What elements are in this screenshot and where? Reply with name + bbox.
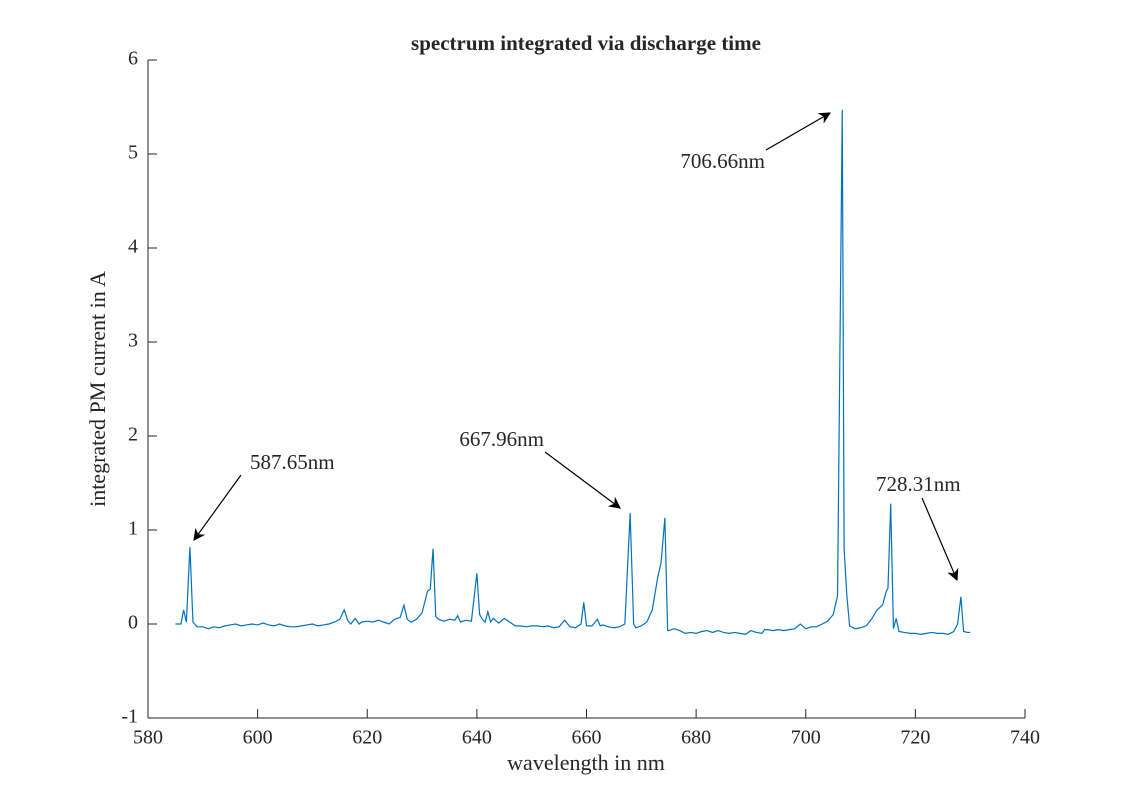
- annotation: 667.96nm: [459, 427, 544, 451]
- y-tick-label: 1: [128, 518, 138, 540]
- y-tick-label: 6: [128, 48, 138, 70]
- annotation: 587.65nm: [250, 450, 335, 474]
- annotation: 728.31nm: [876, 472, 961, 496]
- chart-title: spectrum integrated via discharge time: [411, 31, 761, 55]
- y-tick-label: 0: [128, 612, 138, 634]
- x-axis-label: wavelength in nm: [507, 750, 665, 775]
- y-tick-label: 2: [128, 424, 138, 446]
- y-tick-label: -1: [121, 706, 138, 728]
- x-tick-label: 700: [791, 727, 821, 749]
- x-tick-label: 660: [572, 727, 602, 749]
- x-tick-label: 600: [243, 727, 273, 749]
- x-tick-label: 680: [681, 727, 711, 749]
- y-tick-label: 4: [128, 236, 138, 258]
- x-tick-label: 580: [133, 727, 163, 749]
- y-axis-label: integrated PM current in A: [85, 271, 110, 507]
- x-tick-label: 620: [352, 727, 382, 749]
- x-tick-label: 640: [462, 727, 492, 749]
- y-tick-label: 3: [128, 330, 138, 352]
- annotation-arrow: [921, 497, 959, 582]
- x-tick-label: 740: [1010, 727, 1040, 749]
- annotation-arrow: [193, 474, 242, 541]
- x-tick-label: 720: [900, 727, 930, 749]
- annotation: 706.66nm: [680, 149, 765, 173]
- data-line: [175, 109, 971, 635]
- y-tick-label: 5: [128, 142, 138, 164]
- annotation-arrow: [765, 112, 832, 151]
- annotation-arrow: [544, 451, 621, 509]
